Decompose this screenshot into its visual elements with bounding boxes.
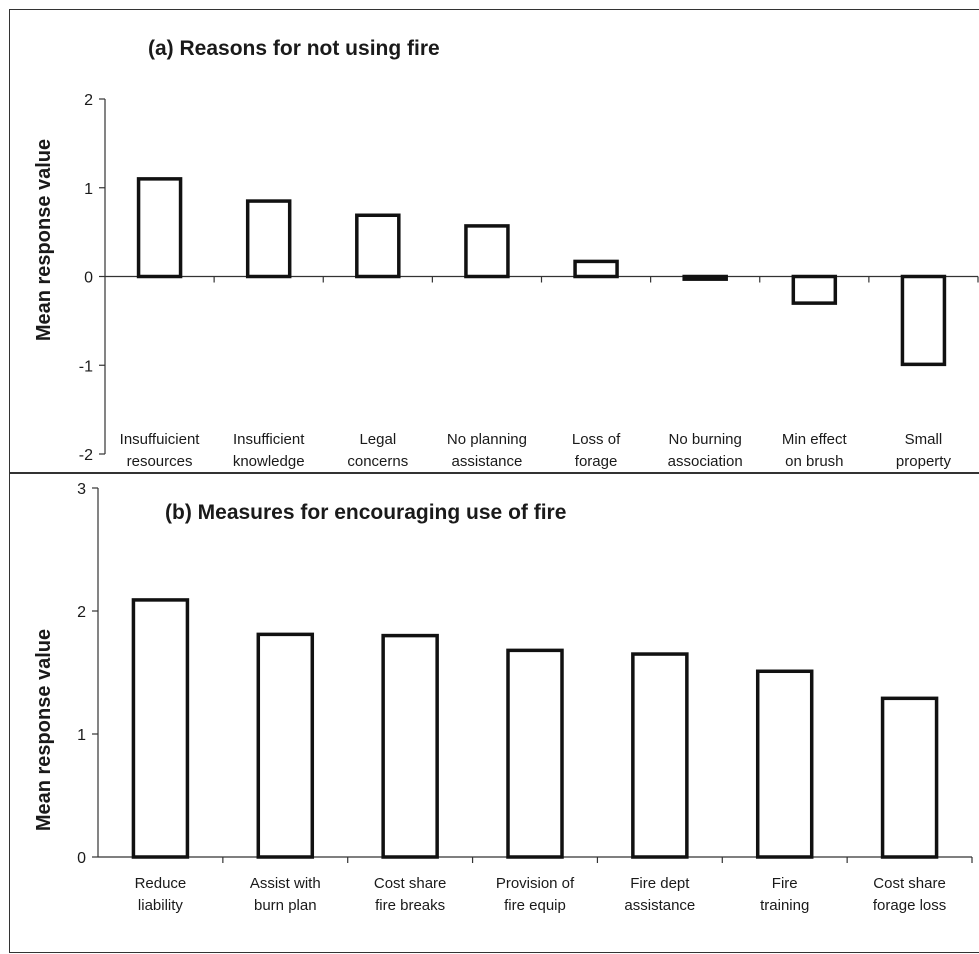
chart-a-category-label: Loss of: [572, 431, 621, 448]
chart-b-category-label: fire breaks: [375, 897, 445, 914]
chart-a-category-label: Small: [905, 431, 943, 448]
chart-a-y-tick-label: -1: [79, 358, 93, 375]
chart-b-bar: [880, 696, 939, 859]
chart-b-bar: [506, 648, 564, 859]
chart-a-category-label: association: [668, 453, 743, 470]
chart-a-y-tick-label: 0: [84, 270, 93, 287]
chart-b-bar: [381, 633, 439, 859]
chart-a-y-axis-label: Mean response value: [33, 139, 55, 341]
chart-a-bar: [245, 199, 292, 279]
chart-b-title: (b) Measures for encouraging use of fire: [165, 501, 566, 524]
chart-a-category-label: forage: [575, 453, 618, 470]
chart-a-y-tick-label: 1: [84, 181, 93, 198]
chart-a-category-label: knowledge: [233, 453, 305, 470]
chart-a-category-label: on brush: [785, 453, 843, 470]
chart-b-category-label: burn plan: [254, 897, 317, 914]
chart-a-bar: [791, 274, 838, 305]
chart-b-y-tick-label: 3: [77, 481, 86, 498]
chart-b-y-tick-label: 2: [77, 604, 86, 621]
chart-a-bar: [136, 177, 183, 279]
chart-a: (a) Reasons for not using fire Mean resp…: [33, 37, 979, 470]
chart-a-title: (a) Reasons for not using fire: [148, 37, 440, 60]
chart-a-bar: [464, 224, 510, 279]
chart-a-bar: [900, 274, 947, 367]
chart-a-bar: [355, 213, 401, 279]
chart-a-bar: [573, 259, 619, 279]
chart-b-category-label: assistance: [624, 897, 695, 914]
chart-b: (b) Measures for encouraging use of fire…: [33, 481, 973, 914]
chart-a-category-label: Legal: [359, 431, 396, 448]
chart-b-category-label: fire equip: [504, 897, 566, 914]
chart-b-y-tick-label: 1: [77, 727, 86, 744]
chart-a-category-label: resources: [127, 453, 193, 470]
chart-a-category-label: concerns: [347, 453, 408, 470]
chart-a-category-label: property: [896, 453, 952, 470]
chart-b-category-label: forage loss: [873, 897, 946, 914]
chart-a-category-label: assistance: [452, 453, 523, 470]
chart-b-category-label: Reduce: [135, 875, 187, 892]
chart-panel-a: (a) Reasons for not using fire Mean resp…: [9, 9, 979, 473]
chart-b-bar: [755, 669, 814, 859]
chart-b-bar: [256, 632, 315, 859]
chart-b-y-axis-label: Mean response value: [33, 629, 55, 831]
chart-b-bar: [631, 652, 689, 859]
chart-a-y-tick-label: -2: [79, 447, 93, 464]
chart-b-category-label: Fire dept: [630, 875, 690, 892]
chart-b-bar: [131, 598, 190, 859]
chart-b-category-label: liability: [138, 897, 184, 914]
chart-b-category-label: Assist with: [250, 875, 321, 892]
chart-a-y-tick-label: 2: [84, 92, 93, 109]
chart-a-category-label: No planning: [447, 431, 527, 448]
chart-b-y-tick-label: 0: [77, 850, 86, 867]
chart-b-category-label: training: [760, 897, 809, 914]
chart-a-bar: [682, 274, 728, 281]
chart-b-category-label: Provision of: [496, 875, 575, 892]
chart-b-category-label: Cost share: [873, 875, 946, 892]
chart-a-category-label: Insuffuicient: [120, 431, 201, 448]
chart-a-category-label: No burning: [668, 431, 741, 448]
chart-b-category-label: Fire: [772, 875, 798, 892]
chart-panel-b: (b) Measures for encouraging use of fire…: [9, 473, 979, 953]
chart-a-category-label: Insufficient: [233, 431, 305, 448]
chart-a-category-label: Min effect: [782, 431, 848, 448]
chart-b-category-label: Cost share: [374, 875, 447, 892]
